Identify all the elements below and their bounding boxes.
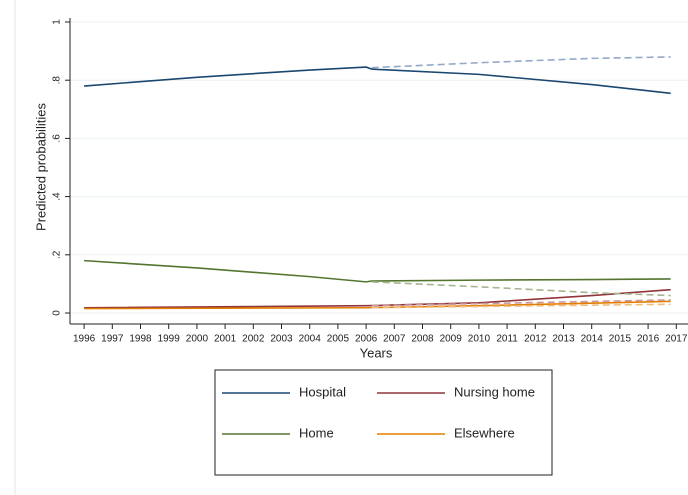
x-axis-title: Years [360,345,393,360]
x-tick-label: 2007 [383,334,406,345]
legend-label: Elsewhere [454,425,515,440]
x-tick-label: 2004 [299,334,322,345]
x-tick-label: 2016 [637,334,660,345]
x-tick-label: 2000 [186,334,209,345]
legend-label: Hospital [299,384,346,399]
x-tick-label: 2002 [242,334,265,345]
series-line [84,66,671,95]
y-tick-label: 0 [52,310,63,316]
x-tick-label: 1996 [73,334,96,345]
legend-label: Home [299,425,334,440]
x-tick-label: 2014 [581,334,604,345]
y-tick-label: 1 [52,19,63,25]
x-tick-label: 1997 [101,334,124,345]
x-tick-label: 1998 [129,334,152,345]
y-tick-label: .2 [52,250,63,259]
x-tick-label: 2009 [440,334,463,345]
legend-label: Nursing home [454,384,535,399]
series-line [371,56,671,69]
x-tick-label: 2003 [270,334,293,345]
series-line [371,281,671,297]
x-tick-label: 2012 [524,334,547,345]
legend-box [214,369,553,476]
series-line [84,259,671,283]
x-tick-label: 2015 [609,334,632,345]
y-axis-title: Predicted probabilities [33,103,48,231]
y-tick-label: .6 [52,134,63,143]
x-tick-label: 2006 [355,334,378,345]
x-tick-label: 2017 [665,334,688,345]
x-tick-label: 2011 [496,334,518,345]
x-tick-label: 2013 [552,334,575,345]
x-tick-label: 2005 [327,334,350,345]
series-line [371,299,671,307]
x-tick-label: 2010 [468,334,491,345]
x-tick-label: 2001 [214,334,237,345]
y-tick-label: .8 [52,76,63,85]
x-tick-label: 1999 [158,334,181,345]
x-tick-label: 2008 [411,334,434,345]
y-tick-label: .4 [52,192,63,201]
series-line [371,303,671,309]
